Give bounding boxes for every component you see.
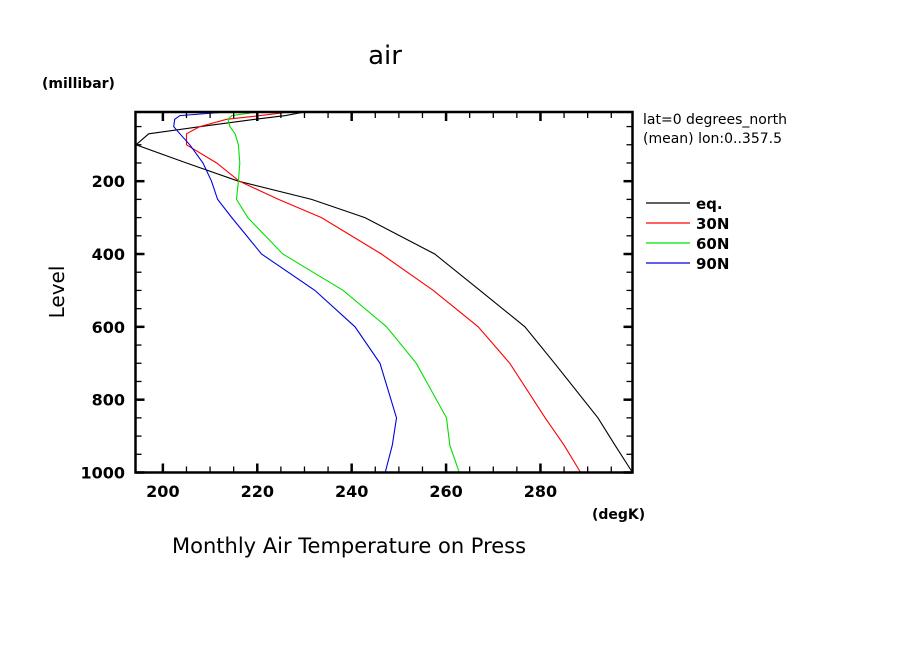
- y-axis-label: Level: [45, 266, 69, 319]
- y-tick-label: 400: [92, 245, 125, 264]
- legend: eq. 30N 60N 90N: [646, 195, 729, 273]
- legend-label: 30N: [696, 215, 729, 233]
- axes-layer: 200 220 240 260 280 200 400 600 800 1000: [80, 110, 634, 501]
- y-tick-label: 600: [92, 318, 125, 337]
- chart-subtitle: Monthly Air Temperature on Press: [172, 534, 526, 558]
- series-layer: [134, 111, 633, 473]
- plot-frame: [134, 110, 634, 474]
- series-line-30N: [185, 111, 582, 473]
- annotation-line-1: lat=0 degrees_north: [643, 112, 787, 128]
- x-tick-label: 220: [241, 482, 274, 501]
- x-tick-label: 200: [146, 482, 179, 501]
- series-line-90N: [173, 111, 398, 473]
- legend-label: 90N: [696, 255, 729, 273]
- annotation-line-2: (mean) lon:0..357.5: [643, 131, 782, 147]
- x-tick-label: 240: [335, 482, 368, 501]
- x-tick-label: 260: [429, 482, 462, 501]
- y-tick-label: 800: [92, 391, 125, 410]
- x-axis-units: (degK): [592, 507, 645, 523]
- series-line-60N: [227, 111, 460, 473]
- y-tick-label: 200: [92, 172, 125, 191]
- x-tick-label: 280: [524, 482, 557, 501]
- y-tick-label: 1000: [80, 464, 125, 483]
- series-line-eq: [134, 111, 633, 473]
- legend-label: 60N: [696, 235, 729, 253]
- chart-title: air: [368, 41, 402, 71]
- legend-label: eq.: [696, 195, 723, 213]
- y-units-label: (millibar): [42, 76, 115, 92]
